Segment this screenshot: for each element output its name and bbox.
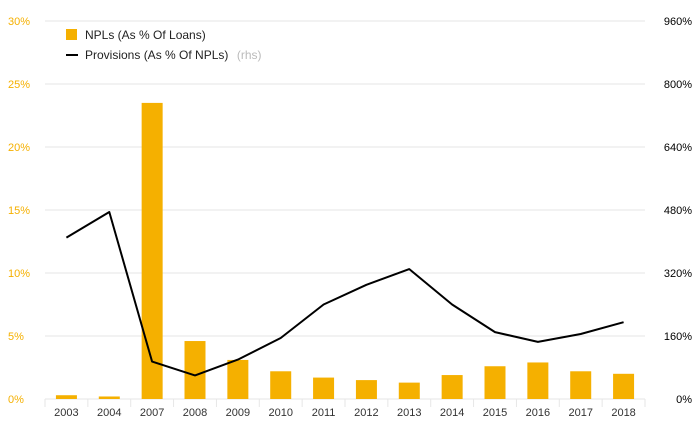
y-left-tick-label: 20% bbox=[8, 142, 30, 154]
legend: NPLs (As % Of Loans) Provisions (As % Of… bbox=[66, 28, 262, 63]
axis-layer: 0% 0% 5% 160% 10% 320% 15% 480% 20% 640% 25% 800% 30… bbox=[8, 16, 692, 419]
x-tick-label: 2018 bbox=[611, 407, 635, 419]
x-tick-label: 2011 bbox=[312, 407, 336, 419]
provisions-line bbox=[65, 211, 624, 377]
bar-2010 bbox=[270, 371, 292, 399]
y-left-tick-label: 15% bbox=[8, 205, 30, 217]
y-left-tick-label: 10% bbox=[8, 268, 30, 280]
y-left-tick-label: 30% bbox=[8, 16, 30, 28]
y-right-tick-label: 960% bbox=[664, 16, 692, 28]
y-right-tick-label: 0% bbox=[676, 394, 692, 406]
bar-2017 bbox=[570, 371, 592, 399]
bar-2016 bbox=[527, 362, 549, 399]
legend-bar-label: NPLs (As % Of Loans) bbox=[85, 28, 206, 42]
bar-2018 bbox=[613, 373, 635, 399]
y-right-tick-label: 800% bbox=[664, 79, 692, 91]
bar-2004 bbox=[98, 396, 120, 399]
x-tick-label: 2014 bbox=[440, 407, 464, 419]
bar-2009 bbox=[227, 359, 249, 399]
y-right-tick-label: 640% bbox=[664, 142, 692, 154]
bar-2013 bbox=[398, 382, 420, 399]
x-tick-label: 2013 bbox=[397, 407, 421, 419]
x-tick-label: 2008 bbox=[183, 407, 207, 419]
legend-line-entry: Provisions (As % Of NPLs) (rhs) bbox=[85, 46, 262, 63]
x-tick-label: 2016 bbox=[526, 407, 550, 419]
x-tick-label: 2010 bbox=[268, 407, 292, 419]
x-tick-label: 2017 bbox=[568, 407, 592, 419]
x-tick-label: 2003 bbox=[54, 407, 78, 419]
bar-2012 bbox=[355, 380, 377, 399]
legend-line-suffix: (rhs) bbox=[237, 48, 262, 62]
y-right-tick-label: 160% bbox=[664, 331, 692, 343]
y-right-tick-label: 320% bbox=[664, 268, 692, 280]
x-tick-label: 2007 bbox=[140, 407, 164, 419]
x-tick-label: 2015 bbox=[483, 407, 507, 419]
line-layer bbox=[65, 211, 624, 377]
legend-line-label: Provisions (As % Of NPLs) bbox=[85, 48, 228, 62]
y-left-tick-label: 0% bbox=[8, 394, 24, 406]
x-tick-label: 2009 bbox=[226, 407, 250, 419]
y-right-tick-label: 480% bbox=[664, 205, 692, 217]
x-tick-label: 2004 bbox=[97, 407, 121, 419]
x-tick-label: 2012 bbox=[354, 407, 378, 419]
legend-bar-swatch bbox=[66, 29, 77, 40]
bar-2007 bbox=[141, 102, 163, 400]
bar-2014 bbox=[441, 375, 463, 399]
bar-2003 bbox=[55, 395, 77, 399]
grid-layer bbox=[44, 20, 646, 407]
y-left-tick-label: 5% bbox=[8, 331, 24, 343]
y-left-tick-label: 25% bbox=[8, 79, 30, 91]
bar-2015 bbox=[484, 366, 506, 399]
bar-2008 bbox=[184, 341, 206, 399]
bar-layer bbox=[55, 102, 635, 400]
bar-2011 bbox=[313, 377, 335, 399]
